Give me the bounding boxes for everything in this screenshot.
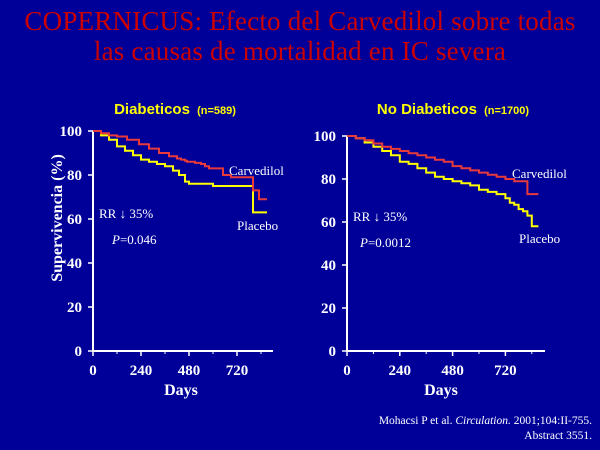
p-label: P xyxy=(111,232,120,247)
p-label: P xyxy=(359,235,368,250)
y-tick-label: 60 xyxy=(67,212,82,228)
slide-title-line2: las causas de mortalidad en IC severa xyxy=(93,36,507,66)
y-tick-label: 40 xyxy=(67,256,82,272)
p-value: =0.046 xyxy=(120,232,157,247)
y-tick-label: 20 xyxy=(67,300,82,316)
x-tick-label: 240 xyxy=(130,363,153,379)
series-line-placebo xyxy=(93,130,267,214)
chart-title: No Diabeticos (n=1700) xyxy=(377,101,529,118)
reference-journal: Circulation. xyxy=(455,415,511,427)
y-tick-label: 80 xyxy=(321,172,336,188)
chart-title: Diabeticos (n=589) xyxy=(114,101,236,118)
slide-title: COPERNICUS: Efecto del Carvedilol sobre … xyxy=(0,6,600,66)
y-tick-label: 100 xyxy=(314,129,337,145)
reference-line1: Mohacsi P et al. Circulation. 2001;104:I… xyxy=(292,414,592,429)
y-tick-label: 0 xyxy=(75,344,83,360)
rr-annotation: RR ↓ 35% xyxy=(99,206,153,221)
x-tick-label: 480 xyxy=(441,363,464,379)
slide-title-line1: COPERNICUS: Efecto del Carvedilol sobre … xyxy=(24,6,576,36)
y-axis-label: Supervivencia (%) xyxy=(49,154,66,282)
reference-citation: Mohacsi P et al. Circulation. 2001;104:I… xyxy=(292,414,592,444)
rr-annotation: RR ↓ 35% xyxy=(353,209,407,224)
reference-line2: Abstract 3551. xyxy=(524,430,592,442)
p-value: =0.0012 xyxy=(368,235,411,250)
chart-title-n: (n=1700) xyxy=(484,105,529,117)
legend-label-placebo: Placebo xyxy=(519,231,560,246)
chart-title-n: (n=589) xyxy=(197,105,236,117)
reference-author: Mohacsi P et al. xyxy=(378,415,453,427)
y-tick-label: 100 xyxy=(60,124,83,140)
chart-title-main: No Diabeticos xyxy=(377,101,477,118)
reference-volume: 2001;104:II-755. xyxy=(513,415,592,427)
x-axis-label: Days xyxy=(164,382,198,399)
legend-label-carvedilol: Carvedilol xyxy=(229,163,284,178)
tick-labels: 0 20 40 60 80 100 0 240 480 720 xyxy=(314,129,517,379)
y-tick-label: 40 xyxy=(321,258,336,274)
x-tick-label: 0 xyxy=(343,363,351,379)
axis-ticks xyxy=(342,135,533,356)
series-line-carvedilol xyxy=(347,135,539,196)
y-tick-label: 60 xyxy=(321,215,336,231)
series-line-placebo xyxy=(347,135,539,228)
p-value-annotation: P=0.046 xyxy=(111,232,157,247)
x-tick-label: 720 xyxy=(494,363,517,379)
x-tick-label: 480 xyxy=(178,363,201,379)
tick-labels: 0 20 40 60 80 100 0 240 480 720 xyxy=(60,124,249,379)
y-tick-label: 20 xyxy=(321,301,336,317)
x-tick-label: 240 xyxy=(389,363,412,379)
y-tick-label: 0 xyxy=(329,344,337,360)
y-tick-label: 80 xyxy=(67,168,82,184)
p-value-annotation: P=0.0012 xyxy=(359,235,411,250)
chart-no-diabeticos: No Diabeticos (n=1700) 0 20 40 60 80 100 0 240 4… xyxy=(314,101,568,399)
x-axis-label: Days xyxy=(424,382,458,399)
series-lines xyxy=(347,135,539,228)
x-tick-label: 720 xyxy=(226,363,249,379)
legend-label-carvedilol: Carvedilol xyxy=(512,166,567,181)
series-line-carvedilol xyxy=(93,130,267,201)
series-lines xyxy=(93,130,267,214)
chart-diabeticos: Diabeticos (n=589) 0 20 40 60 80 100 0 240 480 72… xyxy=(49,101,284,399)
chart-title-main: Diabeticos xyxy=(114,101,190,118)
legend-label-placebo: Placebo xyxy=(237,218,278,233)
axis-ticks xyxy=(88,130,262,356)
x-tick-label: 0 xyxy=(89,363,97,379)
